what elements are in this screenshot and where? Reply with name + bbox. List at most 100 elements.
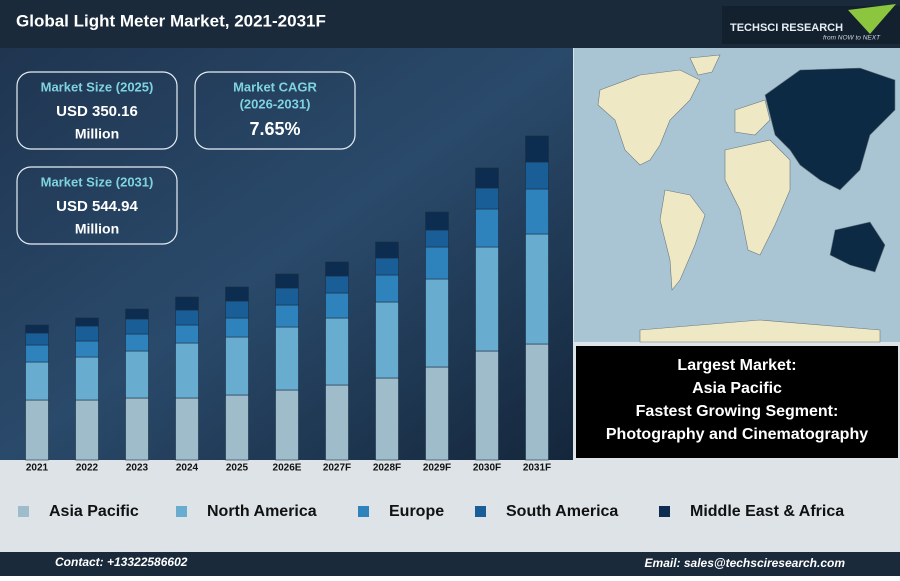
title: Global Light Meter Market, 2021-2031F [16,11,326,30]
bar-segment [475,246,499,352]
bar-segment [25,332,49,346]
bar-segment [325,384,349,461]
x-tick-label: 2029F [423,463,451,474]
bar-segment [175,296,199,311]
legend-swatch [176,506,187,517]
x-tick-label: 2031F [523,463,551,474]
bar-segment [125,333,149,352]
legend-swatch [358,506,369,517]
bar-segment [525,343,549,461]
logo-tagline: from NOW to NEXT [823,35,881,42]
bar-segment [275,304,299,328]
bar-segment [25,324,49,334]
logo: TECHSCI RESEARCH [730,22,843,34]
info-line: Largest Market: [677,357,796,374]
map-asia [764,67,896,191]
info-box [576,346,898,458]
bar-segment [75,399,99,461]
bar-segment [275,287,299,306]
bar-segment [375,241,399,259]
bar-segment [225,300,249,319]
bar-segment [25,344,49,363]
bar-segment [125,308,149,320]
bar-segment [125,318,149,335]
x-tick-label: 2030F [473,463,501,474]
bar-segment [125,350,149,399]
bar-segment [525,188,549,235]
kpi-label: Market CAGR [233,79,317,94]
kpi-label: Market Size (2025) [41,79,154,94]
bar-segment [375,257,399,276]
kpi-period: (2026-2031) [240,96,311,111]
bar-segment [425,366,449,461]
map-antarctica [639,319,881,343]
bar-segment [175,342,199,399]
bar-segment [375,274,399,303]
bar-segment [475,187,499,210]
legend-swatch [659,506,670,517]
bar-segment [75,340,99,358]
x-tick-label: 2024 [176,463,199,474]
legend-label: North America [207,503,317,520]
legend-swatch [18,506,29,517]
kpi-unit: Million [75,126,119,142]
x-tick-label: 2027F [323,463,351,474]
footer-email: Email: sales@techsciresearch.com [645,556,846,570]
info-line: Photography and Cinematography [606,426,868,443]
bar-segment [125,397,149,461]
kpi-value: USD 544.94 [56,198,138,215]
legend-swatch [475,506,486,517]
info-line: Fastest Growing Segment: [636,403,839,420]
bar-segment [225,336,249,396]
bar-segment [25,399,49,461]
x-tick-label: 2021 [26,463,49,474]
legend-label: South America [506,503,618,520]
legend-label: Middle East & Africa [690,503,844,520]
bar-segment [325,275,349,294]
bar-segment [425,229,449,248]
bar-segment [275,326,299,391]
logo-mark [848,4,896,34]
bar-segment [175,309,199,326]
bar-segment [325,261,349,277]
bar-segment [475,350,499,461]
bar-segment [175,324,199,344]
footer-bar [0,552,900,576]
bar-segment [375,377,399,461]
kpi-unit: Million [75,221,119,237]
kpi-box [16,166,178,245]
bar-segment [375,301,399,379]
legend-label: Asia Pacific [49,503,139,520]
bar-segment [75,325,99,342]
bar-segment [75,317,99,327]
bar-segment [325,292,349,319]
bar-segment [425,246,449,280]
bar-segment [275,389,299,461]
map-oceania [829,221,886,273]
bar-segment [325,317,349,386]
x-tick-label: 2023 [126,463,149,474]
map-greenland [689,54,721,76]
bar-segment [175,397,199,461]
bar-segment [225,317,249,338]
bar-segment [525,135,549,163]
bar-segment [475,167,499,189]
bar-segment [225,394,249,461]
info-line: Asia Pacific [692,380,782,397]
kpi-value: 7.65% [249,119,300,139]
x-tick-label: 2026E [273,463,302,474]
chart: 2021 2022 2023 2024 2025 2026E 2027F 2028F 2029F… [18,135,844,520]
x-tick-label: 2028F [373,463,401,474]
bar-segment [425,278,449,368]
kpi-value: USD 350.16 [56,103,138,120]
map-north-america [597,69,701,166]
kpi-box [194,71,356,150]
kpi-box [16,71,178,150]
bar-segment [275,273,299,289]
bar-segment [425,211,449,231]
x-tick-label: 2022 [76,463,99,474]
bar-segment [75,356,99,401]
legend-label: Europe [389,503,444,520]
kpi-label: Market Size (2031) [41,174,154,189]
